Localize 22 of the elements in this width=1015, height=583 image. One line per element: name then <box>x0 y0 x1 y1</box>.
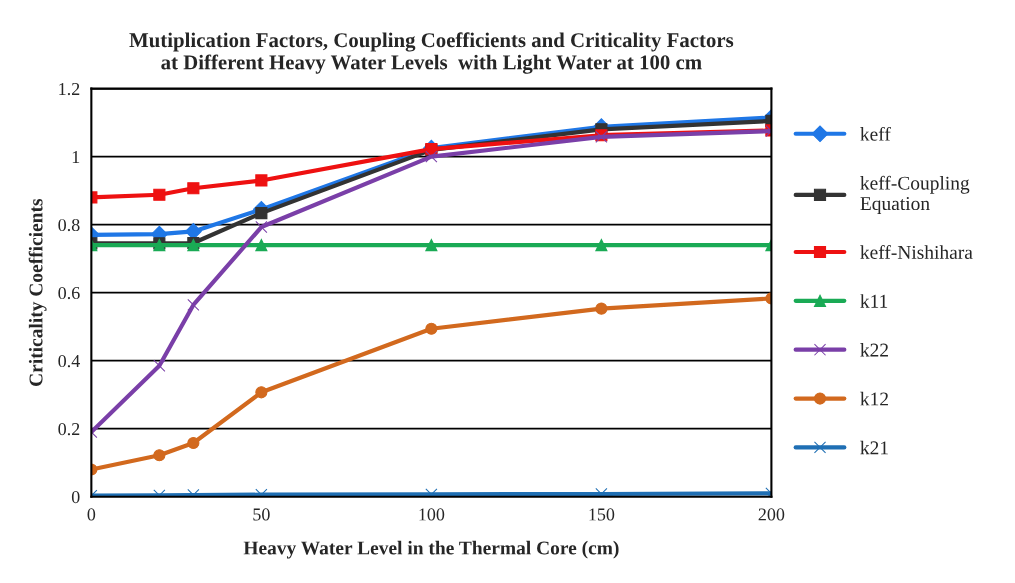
legend-label: keff-Coupling Equation <box>860 175 970 215</box>
y-axis-title: Criticality Coefficients <box>28 198 47 386</box>
legend-label: k22 <box>860 343 888 357</box>
x-tick-label: 100 <box>419 508 445 521</box>
legend-label: keff <box>860 126 891 141</box>
legend-label: k21 <box>860 440 888 455</box>
y-tick-label: 1.2 <box>59 82 80 96</box>
legend-label: keff-Nishihara <box>860 245 973 259</box>
y-tick-label: 0.6 <box>58 286 80 300</box>
y-tick-label: 0.8 <box>58 218 80 232</box>
y-tick-label: 0.2 <box>58 422 80 436</box>
chart-title: Mutiplication Factors, Coupling Coefficients and Criticality Factors at Different Heavy Water Levels with Light Water at 100 cm <box>129 32 734 74</box>
x-axis-title: Heavy Water Level in the Thermal Core (cm) <box>243 540 619 559</box>
x-tick-label: 0 <box>87 508 96 521</box>
legend-label: k12 <box>860 391 888 406</box>
y-tick-label: 0 <box>71 490 80 504</box>
x-tick-label: 50 <box>253 508 270 521</box>
y-tick-label: 0.4 <box>58 354 80 368</box>
y-tick-label: 1 <box>72 150 80 163</box>
x-tick-label: 150 <box>589 508 615 521</box>
x-tick-label: 200 <box>758 508 785 521</box>
legend-label: k11 <box>860 294 888 308</box>
